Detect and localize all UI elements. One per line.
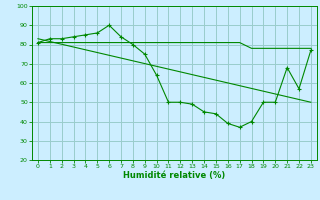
X-axis label: Humidité relative (%): Humidité relative (%) (123, 171, 226, 180)
